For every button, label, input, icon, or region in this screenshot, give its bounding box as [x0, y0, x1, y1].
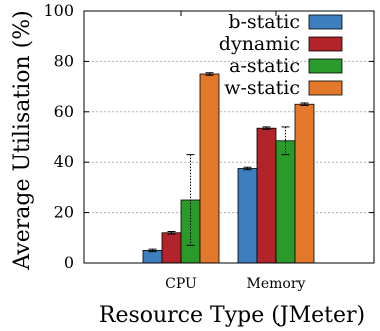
- legend-label-b-static: b-static: [228, 11, 300, 33]
- x-axis: CPU Memory: [165, 11, 306, 292]
- y-axis: 0 20 40 60 80 100: [43, 1, 374, 272]
- bar-group: [142, 73, 315, 264]
- legend-label-dynamic: dynamic: [219, 33, 300, 55]
- y-tick-label: 20: [54, 203, 74, 222]
- x-tick-label: Memory: [247, 276, 306, 292]
- bar-b-static-cpu: [142, 249, 163, 264]
- error-bar-b-static-cpu: [148, 248, 157, 253]
- error-bar-dynamic-cpu: [167, 231, 176, 235]
- y-tick-label: 80: [54, 51, 74, 70]
- error-bar-dynamic-memory: [262, 126, 271, 130]
- bar-dynamic-cpu: [161, 232, 182, 264]
- legend-swatch-w-static: [308, 80, 343, 96]
- error-bar-b-static-memory: [243, 166, 252, 171]
- x-axis-title: Resource Type (JMeter): [99, 303, 365, 328]
- bar-b-static-memory: [237, 168, 258, 264]
- bar-dynamic-memory: [256, 127, 277, 264]
- error-bar-a-static-memory: [281, 126, 290, 156]
- bar-w-static-cpu: [199, 73, 220, 264]
- y-tick-label: 0: [64, 253, 74, 272]
- error-bar-group: [148, 72, 309, 253]
- plot-frame: [83, 10, 375, 264]
- legend-label-a-static: a-static: [229, 55, 300, 77]
- y-tick-label: 40: [54, 152, 74, 171]
- y-axis-title: Average Utilisation (%): [10, 10, 35, 270]
- y-tick-label: 60: [54, 102, 74, 121]
- x-tick-label: CPU: [165, 276, 197, 292]
- bar-w-static-memory: [294, 103, 315, 264]
- error-bar-w-static-cpu: [205, 72, 214, 76]
- error-bar-a-static-cpu: [186, 154, 195, 246]
- legend-label-w-static: w-static: [224, 77, 300, 99]
- y-tick-label: 100: [43, 1, 74, 20]
- legend-swatch-dynamic: [308, 36, 343, 52]
- legend-swatch-a-static: [308, 58, 343, 74]
- bar-a-static-memory: [275, 140, 296, 264]
- legend-swatch-b-static: [308, 14, 343, 30]
- error-bar-w-static-memory: [300, 102, 309, 106]
